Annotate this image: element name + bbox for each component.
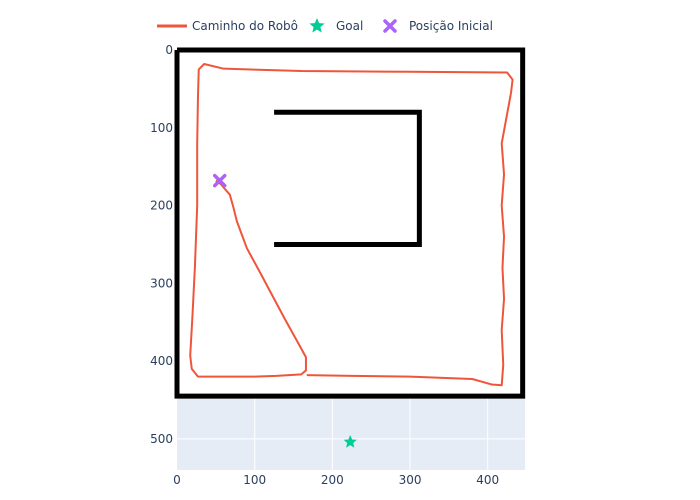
inner-wall: [274, 109, 422, 247]
x-tick-label: 200: [321, 473, 344, 487]
y-tick-label: 0: [165, 43, 173, 57]
y-tick-label: 100: [150, 121, 173, 135]
legend-item: Posição Inicial: [383, 19, 493, 33]
x-tick-labels: 0 100 200 300 400: [173, 473, 499, 487]
robot-path-line: [189, 63, 514, 387]
legend: Caminho do Robô Goal Posição Inicial: [157, 18, 493, 33]
x-tick-label: 300: [399, 473, 422, 487]
legend-label: Caminho do Robô: [192, 19, 298, 33]
x-tick-label: 0: [173, 473, 181, 487]
start-marker: [212, 173, 227, 188]
y-tick-label: 500: [150, 432, 173, 446]
traces: [189, 63, 514, 448]
goal-marker: [343, 435, 357, 448]
y-tick-label: 200: [150, 199, 173, 213]
x-tick-label: 100: [243, 473, 266, 487]
outer-wall: [174, 47, 526, 399]
y-tick-label: 300: [150, 276, 173, 290]
walls: [174, 47, 526, 399]
legend-item: Goal: [309, 18, 363, 33]
arena-floor: [177, 50, 523, 397]
x-tick-label: 400: [476, 473, 499, 487]
legend-label: Goal: [336, 19, 363, 33]
y-tick-labels: 0 100 200 300 400 500: [150, 43, 173, 446]
legend-item: Caminho do Robô: [157, 19, 298, 33]
legend-star-swatch: [309, 18, 325, 33]
y-tick-label: 400: [150, 354, 173, 368]
legend-label: Posição Inicial: [409, 19, 493, 33]
legend-x-swatch: [383, 19, 397, 33]
